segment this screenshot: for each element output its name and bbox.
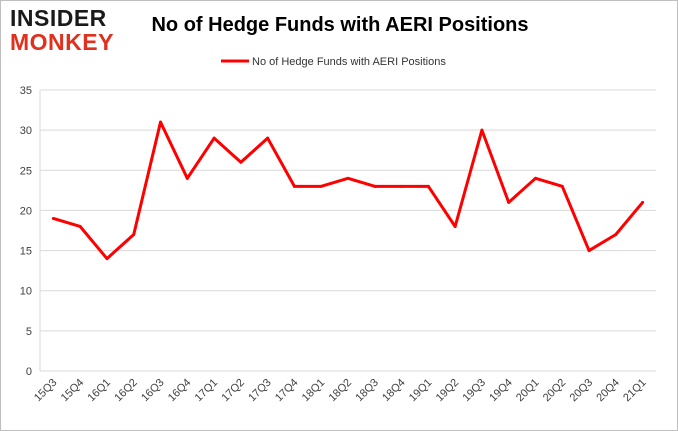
x-tick-label: 20Q2 bbox=[541, 377, 569, 405]
chart-title: No of Hedge Funds with AERI Positions bbox=[151, 14, 529, 36]
x-tick-label: 16Q2 bbox=[112, 377, 140, 405]
data-point bbox=[212, 136, 216, 140]
x-tick-label: 15Q3 bbox=[32, 377, 60, 405]
insider-monkey-logo: INSIDER MONKEY bbox=[10, 6, 128, 54]
x-tick-label: 18Q3 bbox=[353, 377, 381, 405]
data-point bbox=[78, 224, 82, 228]
y-tick-label: 25 bbox=[20, 165, 32, 177]
data-point bbox=[587, 249, 591, 253]
data-point bbox=[239, 160, 243, 164]
data-point bbox=[560, 184, 564, 188]
x-tick-label: 17Q1 bbox=[193, 377, 221, 405]
y-tick-label: 20 bbox=[20, 205, 32, 217]
logo-line-2: MONKEY bbox=[10, 29, 114, 55]
y-tick-label: 5 bbox=[26, 326, 32, 338]
x-tick-label: 18Q1 bbox=[300, 377, 328, 405]
x-tick-label: 17Q3 bbox=[246, 377, 274, 405]
y-tick-label: 35 bbox=[20, 85, 32, 97]
y-tick-label: 10 bbox=[20, 286, 32, 298]
data-point bbox=[453, 224, 457, 228]
data-point bbox=[373, 184, 377, 188]
x-tick-label: 19Q2 bbox=[434, 377, 462, 405]
x-tick-label: 16Q1 bbox=[86, 377, 114, 405]
x-tick-label: 20Q1 bbox=[514, 377, 542, 405]
data-point bbox=[185, 176, 189, 180]
x-tick-label: 20Q4 bbox=[594, 377, 622, 405]
x-tick-label: 18Q4 bbox=[380, 377, 408, 405]
data-point bbox=[105, 257, 109, 261]
y-axis-ticks: 0 5 10 15 20 25 30 35 bbox=[20, 85, 32, 378]
data-point bbox=[132, 233, 136, 237]
data-point bbox=[533, 176, 537, 180]
x-tick-label: 15Q4 bbox=[59, 377, 87, 405]
data-point bbox=[346, 176, 350, 180]
data-point bbox=[292, 184, 296, 188]
x-tick-label: 21Q1 bbox=[621, 377, 649, 405]
logo-line-1: INSIDER bbox=[10, 5, 107, 31]
x-tick-label: 19Q4 bbox=[487, 377, 515, 405]
data-point bbox=[319, 184, 323, 188]
legend: No of Hedge Funds with AERI Positions bbox=[221, 56, 446, 68]
data-point bbox=[507, 200, 511, 204]
legend-label: No of Hedge Funds with AERI Positions bbox=[252, 56, 446, 68]
data-point bbox=[614, 233, 618, 237]
series-line bbox=[52, 120, 644, 261]
data-point bbox=[51, 216, 55, 220]
x-tick-label: 19Q1 bbox=[407, 377, 435, 405]
data-point bbox=[159, 120, 163, 124]
y-tick-label: 0 bbox=[26, 366, 32, 378]
data-point bbox=[400, 184, 404, 188]
x-tick-label: 16Q4 bbox=[166, 377, 194, 405]
x-tick-label: 16Q3 bbox=[139, 377, 167, 405]
data-point bbox=[641, 200, 645, 204]
x-tick-label: 20Q3 bbox=[568, 377, 596, 405]
y-tick-label: 15 bbox=[20, 246, 32, 258]
y-tick-label: 30 bbox=[20, 125, 32, 137]
x-tick-label: 17Q2 bbox=[219, 377, 247, 405]
data-point bbox=[480, 128, 484, 132]
data-point bbox=[426, 184, 430, 188]
x-tick-label: 19Q3 bbox=[461, 377, 489, 405]
x-tick-label: 18Q2 bbox=[327, 377, 355, 405]
data-point bbox=[266, 136, 270, 140]
x-tick-label: 17Q4 bbox=[273, 377, 301, 405]
plot-area bbox=[51, 120, 645, 261]
gridlines bbox=[39, 89, 656, 372]
x-axis-ticks: 15Q3 15Q4 16Q1 16Q2 16Q3 16Q4 17Q1 17Q2 17Q3 17Q4… bbox=[32, 377, 649, 405]
